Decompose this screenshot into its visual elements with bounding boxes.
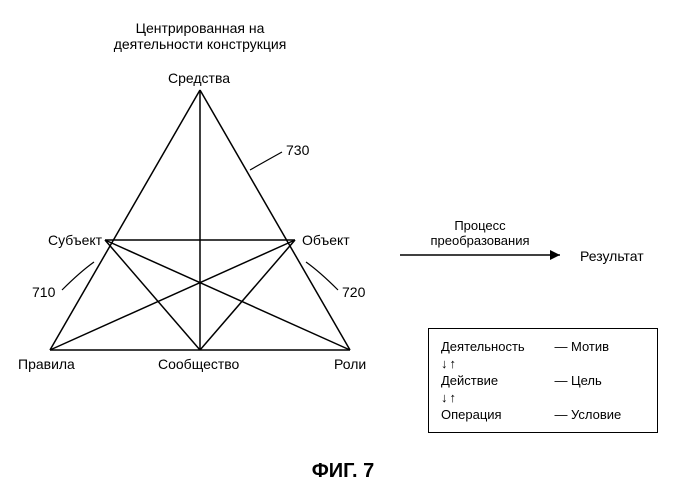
node-subject: Субъект xyxy=(48,232,102,248)
ref-710: 710 xyxy=(32,284,55,300)
node-tools: Средства xyxy=(168,70,230,86)
node-object: Объект xyxy=(302,232,350,248)
figure-caption: ФИГ. 7 xyxy=(0,460,686,483)
legend-left-2: Операция xyxy=(441,407,551,422)
legend-right-0: Мотив xyxy=(571,339,609,354)
legend-dash-2: — xyxy=(551,407,571,422)
legend-right-1: Цель xyxy=(571,373,602,388)
legend-updown-1: ↓↑ xyxy=(441,390,551,405)
arrow-label-line2: преобразования xyxy=(420,233,540,248)
arrow-label: Процесс преобразования xyxy=(420,218,540,248)
ref-720: 720 xyxy=(342,284,365,300)
legend-left-0: Деятельность xyxy=(441,339,551,354)
legend-row-0: Деятельность — Мотив xyxy=(441,339,645,354)
node-community: Сообщество xyxy=(158,356,239,372)
legend-left-1: Действие xyxy=(441,373,551,388)
legend-arrows-0: ↓↑ xyxy=(441,356,645,371)
legend-box: Деятельность — Мотив ↓↑ Действие — Цель … xyxy=(428,328,658,433)
result-label: Результат xyxy=(580,248,644,264)
legend-row-1: Действие — Цель xyxy=(441,373,645,388)
legend-dash-1: — xyxy=(551,373,571,388)
legend-dash-0: — xyxy=(551,339,571,354)
arrow-label-line1: Процесс xyxy=(420,218,540,233)
legend-updown-0: ↓↑ xyxy=(441,356,551,371)
node-roles: Роли xyxy=(334,356,366,372)
ref-730: 730 xyxy=(286,142,309,158)
legend-arrows-1: ↓↑ xyxy=(441,390,645,405)
node-rules: Правила xyxy=(18,356,75,372)
legend-row-2: Операция — Условие xyxy=(441,407,645,422)
legend-right-2: Условие xyxy=(571,407,621,422)
